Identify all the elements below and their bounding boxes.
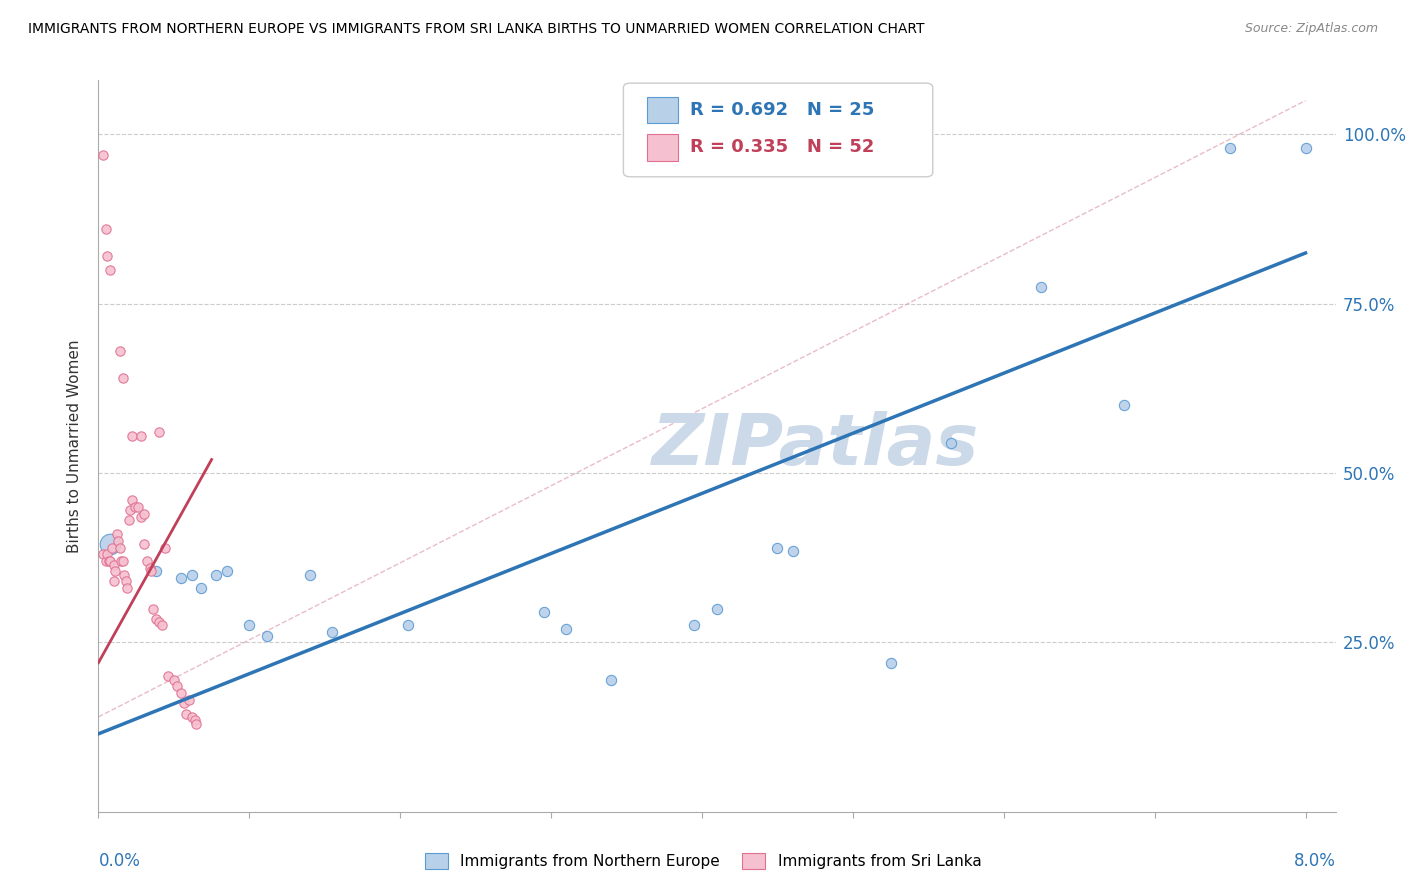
Point	[177, 693, 200, 707]
Point	[110, 554, 132, 568]
Point	[190, 581, 212, 595]
Point	[706, 601, 728, 615]
Legend: Immigrants from Northern Europe, Immigrants from Sri Lanka: Immigrants from Northern Europe, Immigra…	[419, 847, 987, 875]
Point	[138, 561, 160, 575]
Y-axis label: Births to Unmarried Women: Births to Unmarried Women	[67, 339, 83, 553]
Point	[124, 500, 146, 514]
Point	[215, 564, 238, 578]
Point	[135, 554, 157, 568]
Point	[94, 554, 117, 568]
Point	[111, 371, 134, 385]
Point	[121, 429, 143, 443]
Point	[91, 547, 114, 561]
Point	[600, 673, 623, 687]
Point	[101, 541, 124, 555]
Point	[555, 622, 578, 636]
Point	[103, 558, 125, 572]
Point	[132, 507, 155, 521]
Point	[321, 625, 343, 640]
Point	[396, 618, 419, 632]
Point	[683, 618, 706, 632]
Text: R = 0.335   N = 52: R = 0.335 N = 52	[689, 138, 875, 156]
Point	[132, 537, 155, 551]
Text: 8.0%: 8.0%	[1294, 852, 1336, 870]
Point	[166, 680, 188, 694]
Point	[170, 686, 193, 700]
Text: Source: ZipAtlas.com: Source: ZipAtlas.com	[1244, 22, 1378, 36]
Point	[121, 493, 143, 508]
Point	[156, 669, 179, 683]
Point	[150, 618, 173, 632]
Point	[98, 554, 121, 568]
Point	[181, 710, 204, 724]
Point	[107, 533, 129, 548]
Point	[91, 148, 114, 162]
Point	[766, 541, 789, 555]
Point	[115, 581, 138, 595]
Point	[1114, 398, 1136, 412]
Point	[129, 429, 152, 443]
Text: IMMIGRANTS FROM NORTHERN EUROPE VS IMMIGRANTS FROM SRI LANKA BIRTHS TO UNMARRIED: IMMIGRANTS FROM NORTHERN EUROPE VS IMMIG…	[28, 22, 925, 37]
Point	[141, 564, 163, 578]
Point	[114, 574, 136, 589]
Point	[879, 656, 901, 670]
Point	[163, 673, 186, 687]
Point	[1295, 141, 1317, 155]
Point	[186, 716, 208, 731]
Point	[238, 618, 260, 632]
Text: ZIPatlas: ZIPatlas	[652, 411, 980, 481]
Point	[117, 514, 139, 528]
Point	[105, 527, 128, 541]
Point	[100, 263, 122, 277]
Point	[112, 567, 135, 582]
Point	[145, 564, 167, 578]
Point	[94, 222, 117, 236]
Point	[782, 544, 804, 558]
Point	[108, 344, 131, 359]
Point	[174, 706, 197, 721]
Point	[104, 564, 127, 578]
Text: R = 0.692   N = 25: R = 0.692 N = 25	[689, 101, 875, 119]
Point	[100, 554, 122, 568]
Point	[148, 615, 170, 629]
Point	[100, 537, 122, 551]
Point	[298, 567, 321, 582]
Point	[148, 425, 170, 440]
Point	[173, 697, 195, 711]
Point	[533, 605, 555, 619]
Point	[170, 571, 193, 585]
Point	[127, 500, 149, 514]
Point	[205, 567, 228, 582]
Point	[103, 574, 125, 589]
Point	[184, 714, 207, 728]
Point	[96, 249, 118, 263]
Text: 0.0%: 0.0%	[98, 852, 141, 870]
Point	[120, 503, 142, 517]
Point	[1031, 280, 1053, 294]
Point	[108, 541, 131, 555]
Point	[129, 510, 152, 524]
Point	[939, 435, 962, 450]
Point	[96, 547, 118, 561]
Point	[142, 601, 165, 615]
Point	[1219, 141, 1241, 155]
Point	[181, 567, 204, 582]
Point	[145, 612, 167, 626]
Point	[153, 541, 176, 555]
Point	[256, 629, 278, 643]
Point	[111, 554, 134, 568]
